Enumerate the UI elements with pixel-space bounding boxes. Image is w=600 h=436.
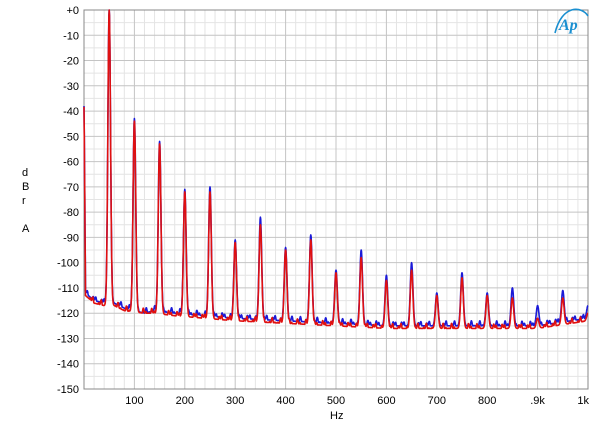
y-tick-label: -80 [63, 207, 79, 219]
x-tick-label: 700 [428, 395, 446, 407]
ap-logo: Ap [554, 8, 589, 34]
y-tick-label: -30 [63, 81, 79, 93]
x-tick-label: 800 [478, 395, 496, 407]
series-layer [83, 9, 589, 330]
y-tick-label: +0 [66, 5, 79, 17]
y-tick-label: -60 [63, 157, 79, 169]
x-tick-label: 400 [276, 395, 294, 407]
y-tick-label: -120 [57, 308, 79, 320]
y-axis-label-char: r [22, 195, 26, 207]
svg-text:Ap: Ap [558, 17, 578, 34]
y-tick-label: -100 [57, 258, 79, 270]
y-tick-label: -70 [63, 182, 79, 194]
x-tick-label: 1k [577, 395, 589, 407]
y-tick-label: -90 [63, 232, 79, 244]
y-tick-label: -150 [57, 384, 79, 396]
x-tick-labels: 100 200 300 400 500 600 700 800 .9k 1k [125, 395, 589, 407]
y-tick-label: -140 [57, 359, 79, 371]
y-tick-label: -40 [63, 106, 79, 118]
x-axis-label: Hz [330, 410, 344, 422]
x-tick-label: 200 [176, 395, 194, 407]
x-tick-label: 500 [327, 395, 345, 407]
x-tick-label: 300 [226, 395, 244, 407]
y-tick-label: -20 [63, 56, 79, 68]
y-axis-label-char: d [22, 167, 29, 179]
x-tick-label: 600 [377, 395, 395, 407]
x-tick-label: 100 [125, 395, 143, 407]
x-tick-label: .9k [530, 395, 545, 407]
y-tick-label: -50 [63, 131, 79, 143]
series-line-2 [83, 9, 589, 330]
y-axis-label-char: B [22, 181, 30, 193]
y-tick-label: -110 [58, 283, 79, 295]
y-tick-label: -130 [57, 333, 79, 345]
y-tick-label: -10 [63, 30, 79, 42]
plot-frame [83, 9, 589, 390]
y-axis-label-char: A [22, 223, 30, 235]
y-tick-labels: +0 -10 -20 -30 -40 -50 -60 -70 -80 -90 -100 -110 -12… [57, 5, 79, 396]
